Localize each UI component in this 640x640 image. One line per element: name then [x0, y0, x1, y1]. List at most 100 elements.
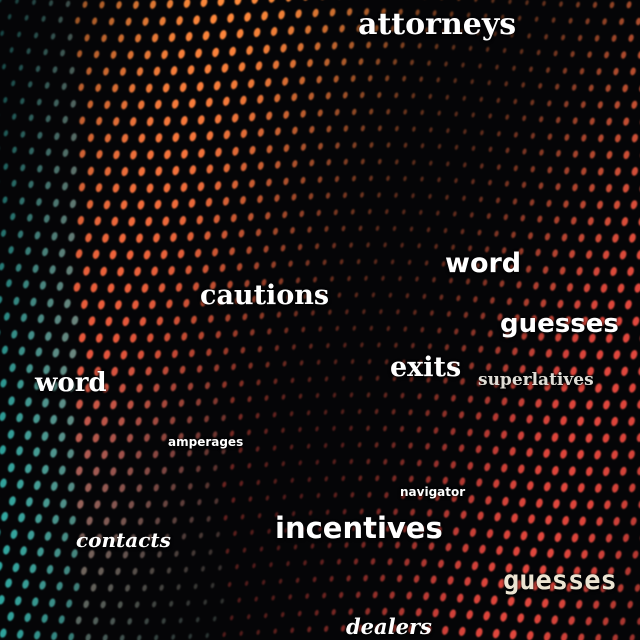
background-dot: [308, 510, 313, 516]
background-dot: [612, 634, 618, 640]
background-dot: [37, 164, 43, 173]
background-dot: [336, 558, 342, 565]
background-dot: [59, 399, 66, 409]
background-dot: [509, 264, 515, 272]
background-dot: [162, 83, 170, 93]
background-dot: [201, 566, 205, 572]
background-dot: [605, 533, 613, 543]
background-dot: [95, 333, 103, 343]
background-dot: [547, 133, 553, 140]
background-dot: [637, 466, 640, 476]
background-dot: [449, 277, 453, 284]
background-dot: [503, 213, 508, 221]
background-dot: [426, 227, 431, 233]
background-dot: [183, 0, 191, 8]
background-dot: [149, 299, 156, 310]
background-dot: [246, 614, 251, 620]
background-dot: [622, 183, 630, 193]
background-dot: [109, 433, 117, 443]
background-dot: [265, 78, 272, 87]
background-dot: [15, 0, 19, 4]
background-dot: [322, 259, 327, 266]
background-dot: [50, 414, 57, 425]
background-dot: [324, 58, 330, 67]
background-dot: [602, 18, 607, 25]
background-dot: [235, 564, 239, 570]
background-dot: [9, 363, 16, 372]
background-dot: [454, 328, 459, 335]
background-dot: [460, 228, 465, 235]
background-dot: [377, 125, 382, 132]
background-dot: [113, 117, 120, 126]
background-dot: [227, 581, 232, 588]
background-dot: [333, 492, 338, 498]
background-dot: [28, 330, 35, 340]
background-dot: [137, 200, 145, 210]
background-dot: [577, 34, 583, 42]
background-dot: [398, 607, 405, 616]
background-dot: [162, 500, 168, 508]
background-dot: [598, 550, 605, 560]
background-dot: [380, 574, 386, 582]
background-dot: [197, 182, 205, 192]
background-dot: [178, 432, 184, 441]
background-dot: [282, 77, 289, 86]
background-dot: [221, 414, 226, 422]
background-dot: [369, 175, 373, 182]
background-dot: [85, 382, 92, 393]
background-dot: [459, 29, 463, 35]
background-dot: [101, 416, 108, 426]
background-dot: [432, 277, 436, 283]
background-dot: [20, 97, 25, 105]
background-dot: [354, 292, 359, 298]
background-dot: [604, 217, 611, 226]
background-dot: [265, 212, 271, 220]
background-dot: [331, 609, 336, 616]
background-dot: [378, 541, 383, 549]
background-dot: [518, 248, 524, 255]
background-dot: [510, 480, 517, 490]
word-word-upper: word: [445, 248, 522, 279]
background-dot: [223, 163, 230, 173]
background-dot: [425, 409, 430, 417]
background-dot: [607, 567, 615, 576]
background-dot: [132, 300, 139, 310]
background-dot: [68, 382, 75, 392]
background-dot: [405, 293, 410, 299]
background-dot: [396, 309, 400, 315]
background-dot: [161, 433, 167, 442]
background-dot: [334, 175, 340, 183]
background-dot: [299, 493, 304, 499]
background-dot: [183, 566, 189, 573]
background-dot: [579, 516, 586, 526]
background-dot: [355, 591, 361, 599]
background-dot: [52, 66, 58, 74]
background-dot: [513, 131, 518, 138]
background-dot: [112, 333, 120, 343]
background-dot: [469, 212, 474, 218]
background-dot: [285, 0, 293, 2]
background-dot: [104, 100, 111, 109]
background-dot: [442, 443, 448, 451]
background-dot: [407, 259, 412, 265]
background-dot: [0, 528, 1, 538]
background-dot: [627, 266, 634, 277]
background-dot: [570, 216, 577, 225]
background-dot: [553, 50, 558, 57]
background-dot: [118, 417, 125, 426]
background-dot: [152, 417, 159, 426]
background-dot: [315, 459, 320, 465]
background-dot: [263, 613, 268, 619]
background-dot: [486, 529, 494, 539]
background-dot: [537, 531, 545, 542]
background-dot: [492, 263, 497, 271]
background-dot: [92, 17, 98, 25]
background-dot: [514, 314, 520, 322]
background-dot: [102, 634, 108, 640]
background-dot: [332, 425, 336, 431]
background-dot: [435, 360, 440, 367]
background-dot: [458, 626, 466, 636]
background-dot: [135, 450, 142, 459]
background-dot: [635, 17, 640, 26]
background-dot: [50, 481, 58, 491]
